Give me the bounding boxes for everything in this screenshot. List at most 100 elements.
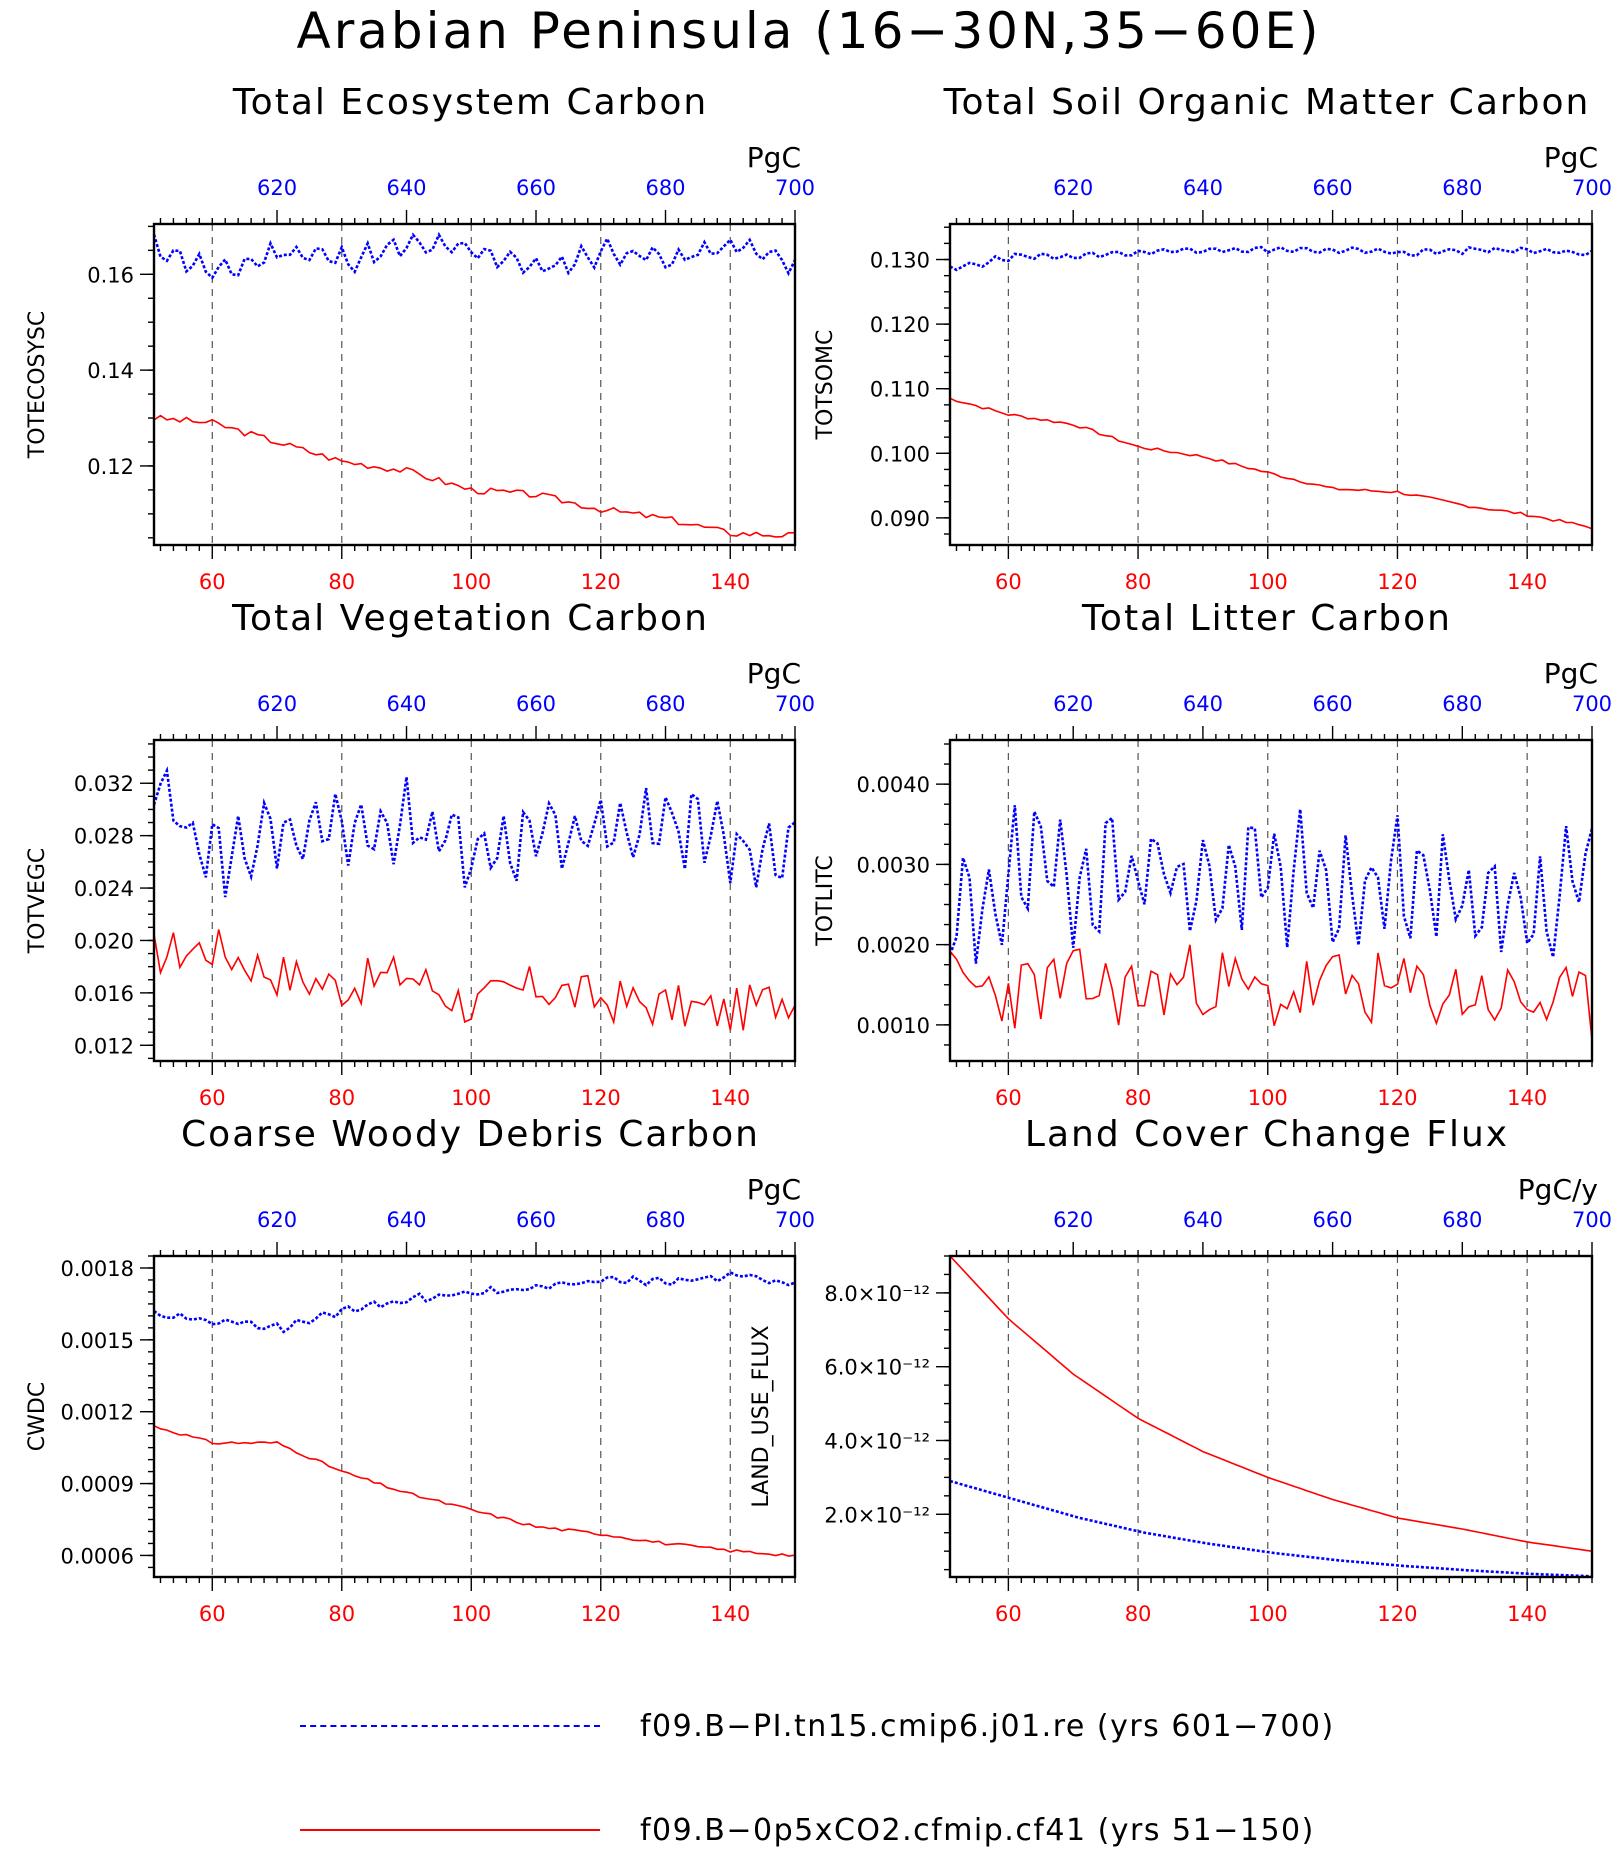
plot-frame <box>152 222 797 547</box>
x2-tick-label: 660 <box>1313 692 1353 716</box>
x2-tick-label: 700 <box>1572 1208 1612 1232</box>
units-label: PgC <box>1544 141 1598 174</box>
x-tick-label: 80 <box>1125 1602 1152 1626</box>
x2-tick-label: 700 <box>1572 176 1612 200</box>
x-tick-label: 100 <box>1248 570 1288 594</box>
y-tick-label: 0.12 <box>87 455 134 479</box>
y-tick-label: 0.0040 <box>857 773 930 797</box>
x2-tick-label: 680 <box>645 692 685 716</box>
series-line-ctrl <box>152 231 797 280</box>
x-tick-label: 60 <box>995 1602 1022 1626</box>
chart-panel: Total Ecosystem Carbon PgC 60 80 100 120 140 62… <box>25 82 815 594</box>
x2-tick-label: 620 <box>257 692 297 716</box>
y-tick-label: 0.0020 <box>857 934 930 958</box>
x-tick-label: 100 <box>451 1602 491 1626</box>
x2-tick-label: 700 <box>775 692 815 716</box>
y-axis-label: TOTECOSYSC <box>25 311 50 460</box>
y-tick-label: 0.0015 <box>61 1329 134 1353</box>
y-tick-label: 0.0009 <box>61 1473 134 1497</box>
chart-panel: Coarse Woody Debris Carbon PgC 60 80 100 120 1… <box>25 1114 815 1626</box>
legend-label-ctrl: f09.B−PI.tn15.cmip6.j01.re (yrs 601−700) <box>640 1708 1335 1744</box>
y-axis-label: CWDC <box>25 1382 50 1451</box>
x-tick-label: 140 <box>1507 1086 1547 1110</box>
units-label: PgC <box>1544 657 1598 690</box>
y-tick-label: 4.0×10⁻¹² <box>824 1429 930 1453</box>
series-line-exp <box>153 1424 796 1557</box>
x2-tick-label: 620 <box>257 176 297 200</box>
units-label: PgC <box>747 141 801 174</box>
y-tick-label: 0.130 <box>870 249 930 273</box>
chart-panel: Total Litter Carbon PgC 60 80 100 120 140 620 64… <box>813 598 1612 1110</box>
legend-item-ctrl: f09.B−PI.tn15.cmip6.j01.re (yrs 601−700) <box>300 1706 1335 1746</box>
y-tick-label: 8.0×10⁻¹² <box>824 1282 930 1306</box>
plot-frame <box>152 1254 797 1579</box>
y-axis-label: TOTLITC <box>813 855 838 946</box>
x2-tick-label: 700 <box>1572 692 1612 716</box>
x2-tick-label: 620 <box>1053 176 1093 200</box>
series-line-exp <box>153 414 796 538</box>
x2-tick-label: 700 <box>775 176 815 200</box>
x2-tick-label: 640 <box>386 692 426 716</box>
y-axis-label: LAND_USE_FLUX <box>749 1325 774 1507</box>
x-tick-label: 100 <box>451 1086 491 1110</box>
y-tick-label: 0.032 <box>74 772 134 796</box>
x-tick-label: 80 <box>328 1602 355 1626</box>
x2-tick-label: 640 <box>386 1208 426 1232</box>
x-tick-label: 140 <box>710 570 750 594</box>
y-tick-label: 0.012 <box>74 1034 134 1058</box>
y-tick-label: 0.120 <box>870 313 930 337</box>
legend-label-exp: f09.B−0p5xCO2.cfmip.cf41 (yrs 51−150) <box>640 1812 1315 1848</box>
x-tick-label: 140 <box>1507 1602 1547 1626</box>
y-tick-label: 0.020 <box>74 929 134 953</box>
x-tick-label: 80 <box>328 1086 355 1110</box>
y-tick-label: 2.0×10⁻¹² <box>824 1503 930 1527</box>
y-tick-label: 0.0006 <box>61 1544 134 1568</box>
x2-tick-label: 640 <box>1183 1208 1223 1232</box>
legend-line-ctrl <box>300 1725 600 1727</box>
y-tick-label: 0.110 <box>870 378 930 402</box>
chart-panel: Total Vegetation Carbon PgC 60 80 100 120 140 6… <box>25 598 815 1110</box>
plot-frame <box>152 738 797 1063</box>
y-tick-label: 0.0010 <box>857 1014 930 1038</box>
plot-frame <box>948 738 1594 1063</box>
x2-tick-label: 660 <box>516 1208 556 1232</box>
y-tick-label: 6.0×10⁻¹² <box>824 1356 930 1380</box>
units-label: PgC <box>747 657 801 690</box>
x-tick-label: 80 <box>328 570 355 594</box>
chart-title: Total Soil Organic Matter Carbon <box>943 82 1591 123</box>
plot-frame <box>948 1254 1594 1579</box>
y-tick-label: 0.0030 <box>857 853 930 877</box>
series-line-exp <box>949 1255 1593 1552</box>
x-tick-label: 80 <box>1125 1086 1152 1110</box>
x-tick-label: 100 <box>451 570 491 594</box>
x-tick-label: 120 <box>1377 1086 1417 1110</box>
units-label: PgC <box>747 1173 801 1206</box>
chart-title: Total Vegetation Carbon <box>231 598 709 639</box>
x-tick-label: 120 <box>581 1086 621 1110</box>
units-label: PgC/y <box>1518 1173 1598 1206</box>
series-line-exp <box>153 929 796 1031</box>
x-tick-label: 60 <box>995 570 1022 594</box>
x-tick-label: 140 <box>710 1602 750 1626</box>
x-tick-label: 80 <box>1125 570 1152 594</box>
x-tick-label: 100 <box>1248 1086 1288 1110</box>
x2-tick-label: 680 <box>1442 176 1482 200</box>
y-tick-label: 0.028 <box>74 825 134 849</box>
plot-frame <box>948 222 1594 547</box>
x2-tick-label: 680 <box>645 176 685 200</box>
series-line-ctrl <box>949 1479 1593 1578</box>
x2-tick-label: 680 <box>645 1208 685 1232</box>
x2-tick-label: 660 <box>516 692 556 716</box>
legend-line-exp <box>300 1829 600 1831</box>
legend-item-exp: f09.B−0p5xCO2.cfmip.cf41 (yrs 51−150) <box>300 1810 1315 1850</box>
series-line-exp <box>949 397 1593 530</box>
series-line-ctrl <box>948 805 1594 964</box>
y-axis-label: TOTSOMC <box>813 330 838 441</box>
x2-tick-label: 680 <box>1442 1208 1482 1232</box>
x-tick-label: 120 <box>1377 570 1417 594</box>
series-line-ctrl <box>949 245 1593 272</box>
x2-tick-label: 680 <box>1442 692 1482 716</box>
x-tick-label: 120 <box>581 1602 621 1626</box>
x-tick-label: 120 <box>1377 1602 1417 1626</box>
x2-tick-label: 660 <box>516 176 556 200</box>
